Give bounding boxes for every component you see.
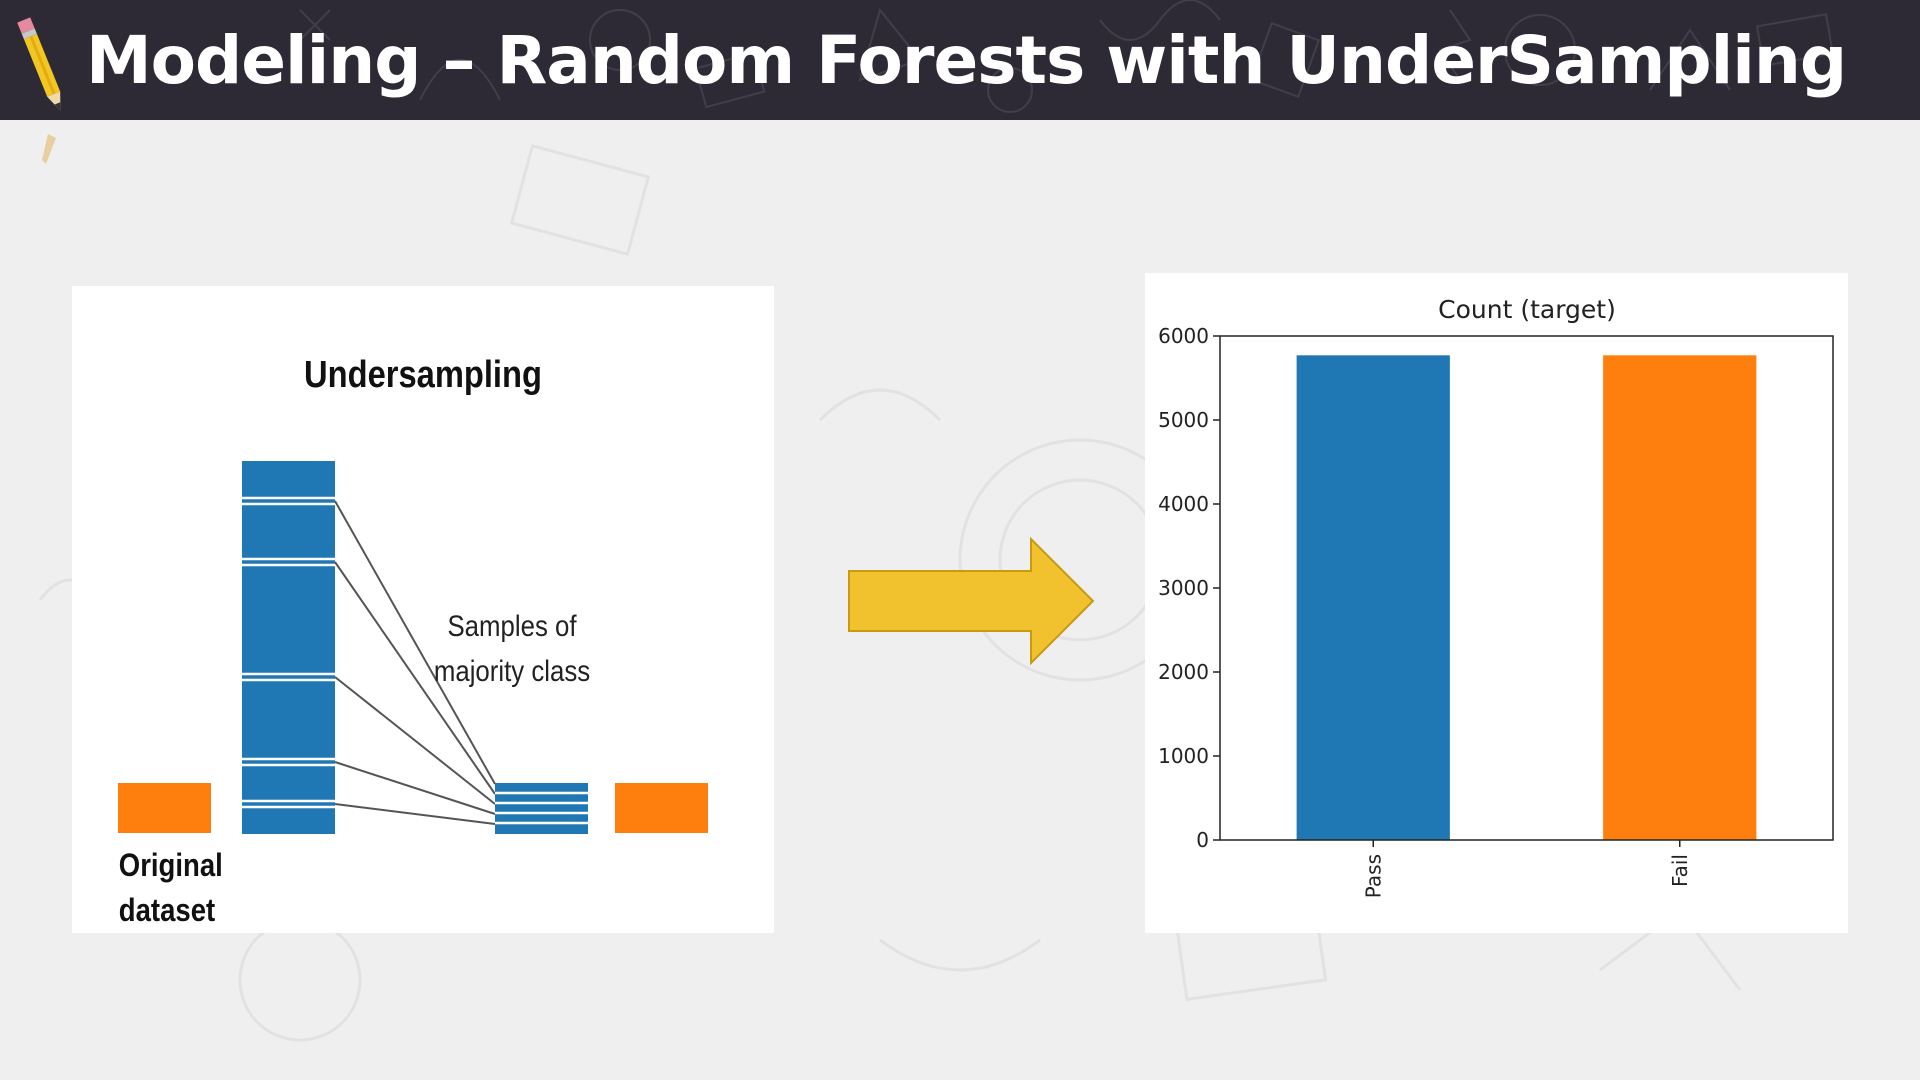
samples-label-line1: Samples of	[447, 610, 577, 643]
pencil-icon	[17, 17, 61, 111]
diagram-title: Undersampling	[304, 354, 542, 396]
samples-of-majority-label: Samples of majority class	[426, 604, 598, 694]
samples-label-line2: majority class	[433, 655, 591, 688]
plot-frame	[1219, 335, 1834, 841]
bar-fail	[1603, 355, 1757, 840]
y-tick-label: 6000	[1158, 324, 1209, 348]
x-tick-label: Pass	[1361, 854, 1385, 898]
majority-class-column	[242, 461, 335, 834]
minority-class-resampled	[615, 783, 708, 833]
bar-pass	[1296, 355, 1450, 840]
count-target-chart-panel: Count (target) 0 1000 2000 3000 4000 5000 6000…	[1145, 273, 1848, 933]
majority-sample-lines	[242, 496, 335, 809]
pencil-shaving-icon	[42, 134, 56, 164]
header-doodle-background	[299, 0, 1835, 113]
y-tick-label: 4000	[1158, 492, 1209, 516]
sampled-majority-block	[495, 783, 588, 834]
slide-title: Modeling – Random Forests with UnderSamp…	[86, 22, 1847, 99]
x-tick-label: Fail	[1668, 854, 1692, 887]
y-tick-label: 3000	[1158, 576, 1209, 600]
bar-chart: Count (target) 0 1000 2000 3000 4000 5000 6000…	[1158, 295, 1834, 898]
undersampling-diagram-panel: Undersampling	[72, 286, 774, 933]
y-tick-label: 5000	[1158, 408, 1209, 432]
minority-class-original	[118, 783, 211, 833]
undersampling-diagram	[118, 461, 708, 834]
y-tick-label: 2000	[1158, 660, 1209, 684]
sampling-connector-lines	[334, 500, 496, 825]
y-tick-label: 0	[1196, 828, 1209, 852]
y-tick-label: 1000	[1158, 744, 1209, 768]
sampled-majority-lines	[495, 791, 588, 825]
original-dataset-label: Original dataset	[118, 847, 223, 928]
right-arrow-icon	[848, 536, 1095, 666]
slide-header: Modeling – Random Forests with UnderSamp…	[0, 0, 1920, 120]
chart-title: Count (target)	[1438, 295, 1616, 324]
